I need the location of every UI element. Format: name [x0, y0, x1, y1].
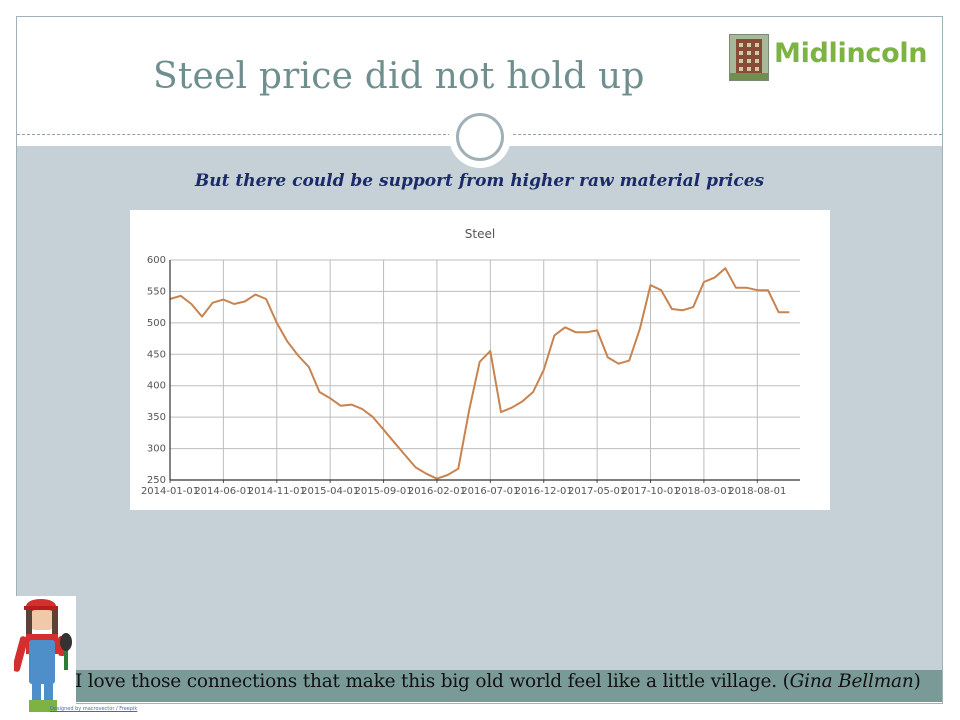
quote-close: )	[913, 671, 921, 692]
x-tick-label: 2014-11-01	[248, 486, 306, 497]
quote-bar	[73, 670, 942, 702]
x-tick-label: 2015-04-01	[301, 486, 359, 497]
y-tick-label: 550	[147, 286, 166, 297]
x-tick-label: 2014-01-01	[141, 486, 199, 497]
company-logo: Midlincoln	[729, 34, 929, 82]
building-icon	[729, 34, 769, 81]
slide-title: Steel price did not hold up	[153, 56, 645, 97]
y-tick-label: 450	[147, 349, 166, 360]
x-tick-label: 2016-12-01	[515, 486, 573, 497]
y-tick-label: 250	[147, 475, 166, 486]
x-tick-label: 2018-08-01	[728, 486, 786, 497]
quote: I love those connections that make this …	[75, 671, 921, 692]
y-tick-label: 300	[147, 444, 166, 455]
x-tick-label: 2017-05-01	[568, 486, 626, 497]
y-tick-label: 350	[147, 412, 166, 423]
steel-price-chart: Steel 250 300 350 400 450 500 550 600 2014-01-0…	[130, 210, 830, 510]
y-tick-label: 600	[147, 255, 166, 266]
quote-text: I love those connections that make this …	[75, 671, 790, 692]
x-tick-label: 2016-07-01	[461, 486, 519, 497]
x-tick-label: 2014-06-01	[194, 486, 252, 497]
gardener-illustration	[12, 596, 76, 714]
y-tick-label: 400	[147, 381, 166, 392]
slide-subtitle: But there could be support from higher r…	[194, 171, 765, 191]
logo-text: Midlincoln	[774, 38, 928, 69]
quote-author: Gina Bellman	[789, 671, 914, 692]
y-tick-label: 500	[147, 318, 166, 329]
x-axis-ticks: 2014-01-012014-06-012014-11-012015-04-01…	[141, 480, 786, 497]
x-tick-label: 2015-09-01	[354, 486, 412, 497]
chart-title: Steel	[465, 227, 495, 241]
y-axis-ticks: 250 300 350 400 450 500 550 600	[147, 255, 166, 486]
chart-axes	[169, 260, 800, 481]
divider-ring-icon	[456, 113, 504, 161]
series-line-steel	[169, 267, 790, 480]
image-credit-link[interactable]: Designed by macrovector / Freepik	[50, 706, 138, 712]
chart-svg: Steel 250 300 350 400 450 500 550 600 2014-01-0…	[141, 227, 800, 497]
chart-series	[169, 267, 790, 480]
chart-grid	[169, 259, 800, 481]
x-tick-label: 2017-10-01	[621, 486, 679, 497]
x-tick-label: 2018-03-01	[675, 486, 733, 497]
x-tick-label: 2016-02-01	[408, 486, 466, 497]
